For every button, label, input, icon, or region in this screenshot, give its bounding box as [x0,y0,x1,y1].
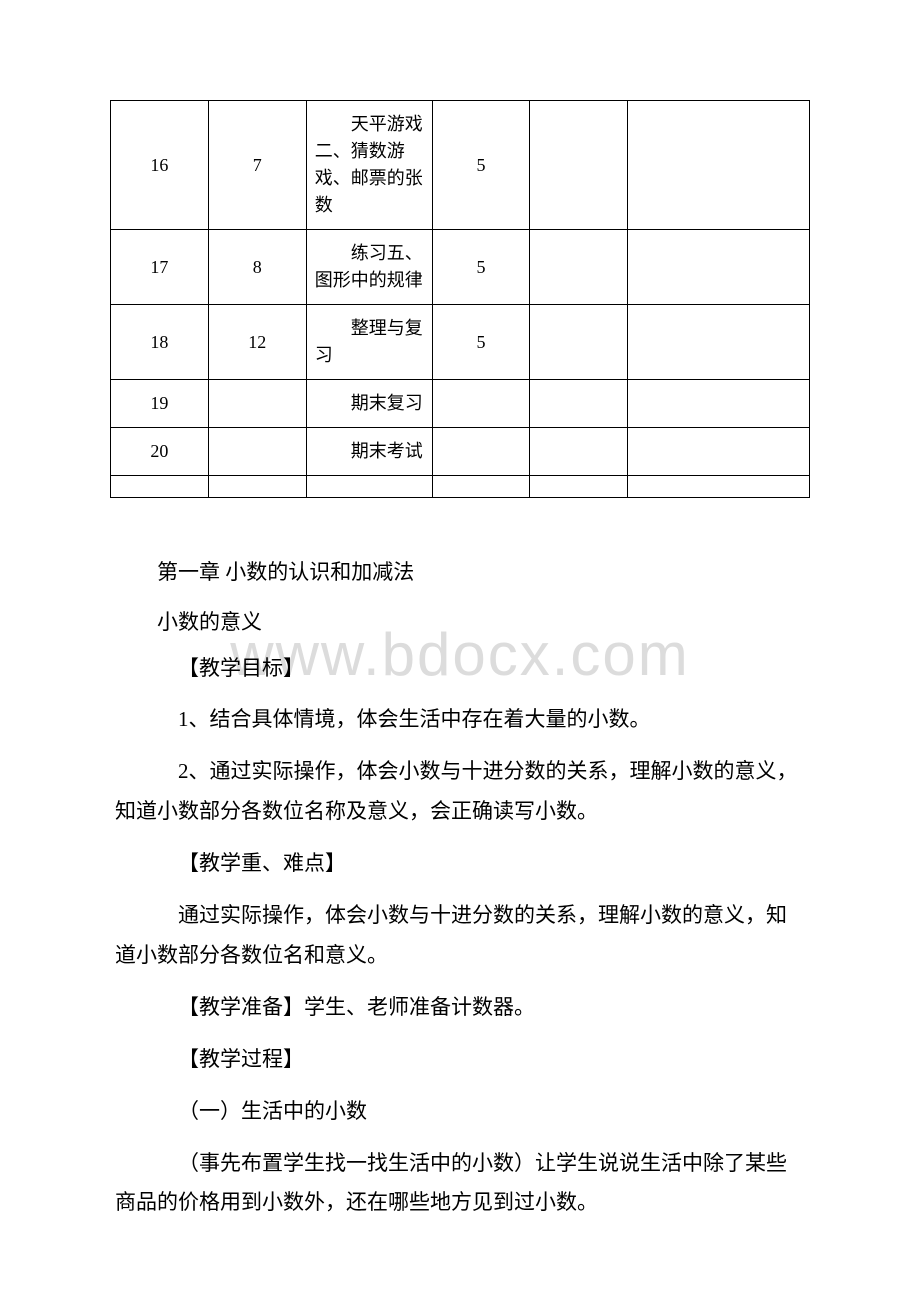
lesson-content: 第一章 小数的认识和加减法 小数的意义 【教学目标】 1、结合具体情境，体会生活… [110,548,810,1223]
table-cell [530,305,628,380]
table-row: 1812整理与复习5 [111,305,810,380]
table-cell [628,380,810,428]
table-cell [208,476,306,498]
table-cell: 7 [208,101,306,230]
table-cell: 5 [432,305,530,380]
table-cell [628,305,810,380]
table-cell [208,428,306,476]
table-cell [628,101,810,230]
table-cell: 5 [432,101,530,230]
process-step-1: （一）生活中的小数 [115,1092,805,1132]
process-heading: 【教学过程】 [115,1040,805,1080]
objectives-heading: 【教学目标】 [115,649,805,689]
table-row [111,476,810,498]
table-cell: 天平游戏二、猜数游戏、邮票的张数 [306,101,432,230]
table-cell [432,428,530,476]
table-cell [530,380,628,428]
table-cell: 12 [208,305,306,380]
table-cell: 16 [111,101,209,230]
chapter-title: 第一章 小数的认识和加减法 [115,548,805,596]
page-wrapper: www.bdocx.com 167天平游戏二、猜数游戏、邮票的张数5178练习五… [0,0,920,1295]
table-cell [432,476,530,498]
difficulty-text: 通过实际操作，体会小数与十进分数的关系，理解小数的意义，知道小数部分各数位名和意… [115,896,805,976]
table-cell: 练习五、图形中的规律 [306,230,432,305]
difficulty-heading: 【教学重、难点】 [115,844,805,884]
table-cell [530,428,628,476]
table-cell [530,476,628,498]
objective-1: 1、结合具体情境，体会生活中存在着大量的小数。 [115,700,805,740]
table-cell: 期末复习 [306,380,432,428]
table-cell: 期末考试 [306,428,432,476]
table-cell: 20 [111,428,209,476]
table-cell: 18 [111,305,209,380]
table-row: 178练习五、图形中的规律5 [111,230,810,305]
table-row: 19 期末复习 [111,380,810,428]
table-row: 20 期末考试 [111,428,810,476]
table-cell: 19 [111,380,209,428]
table-row: 167天平游戏二、猜数游戏、邮票的张数5 [111,101,810,230]
schedule-table: 167天平游戏二、猜数游戏、邮票的张数5178练习五、图形中的规律51812整理… [110,100,810,498]
table-cell [628,476,810,498]
table-cell: 整理与复习 [306,305,432,380]
table-cell: 8 [208,230,306,305]
table-cell: 5 [432,230,530,305]
table-cell [628,230,810,305]
section-title: 小数的意义 [115,598,805,646]
prep-heading: 【教学准备】学生、老师准备计数器。 [115,988,805,1028]
table-cell [306,476,432,498]
table-cell [432,380,530,428]
objective-2: 2、通过实际操作，体会小数与十进分数的关系，理解小数的意义，知道小数部分各数位名… [115,752,805,832]
table-cell [628,428,810,476]
table-cell: 17 [111,230,209,305]
table-cell [530,101,628,230]
table-cell [111,476,209,498]
process-step-2: （事先布置学生找一找生活中的小数）让学生说说生活中除了某些商品的价格用到小数外，… [115,1144,805,1224]
table-cell [208,380,306,428]
table-cell [530,230,628,305]
page-content: 167天平游戏二、猜数游戏、邮票的张数5178练习五、图形中的规律51812整理… [0,0,920,1295]
